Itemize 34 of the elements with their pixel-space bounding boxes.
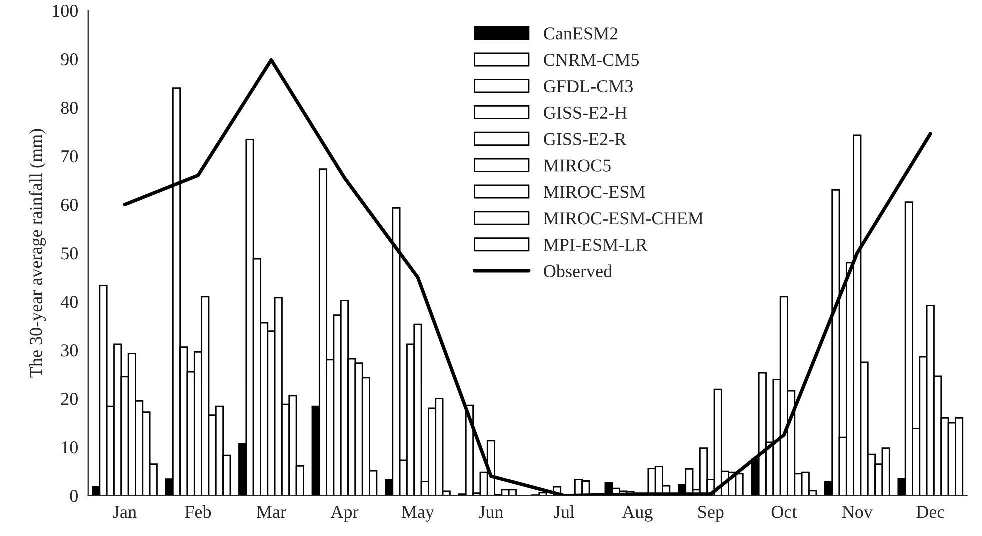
y-tick-label: 0 xyxy=(70,490,78,502)
y-tick-label: 60 xyxy=(61,199,78,212)
x-tick-label: Jun xyxy=(479,506,504,518)
x-tick-label: Oct xyxy=(772,506,798,518)
x-tick-label: Aug xyxy=(622,506,653,522)
legend-label: GISS-E2-R xyxy=(544,133,627,146)
y-tick-label: 10 xyxy=(62,442,78,454)
x-tick-label: Jul xyxy=(554,506,575,518)
x-tick-label: Dec xyxy=(916,506,945,518)
y-tick-label: 70 xyxy=(62,150,78,163)
y-tick-label: 40 xyxy=(60,296,78,308)
x-tick-label: Nov xyxy=(842,506,873,518)
x-tick-label: Mar xyxy=(256,506,286,518)
legend-label: GISS-E2-H xyxy=(544,106,628,120)
y-axis-title: The 30-year average rainfall (mm) xyxy=(29,129,46,378)
y-tick-label: 50 xyxy=(62,248,78,260)
legend-label: Observed xyxy=(544,264,612,278)
x-tick-label: May xyxy=(402,506,434,522)
legend-label: GFDL-CM3 xyxy=(544,80,633,93)
y-tick-label: 100 xyxy=(53,4,78,18)
legend-label: MIROC5 xyxy=(544,160,611,172)
legend-label: CNRM-CM5 xyxy=(544,54,640,66)
y-tick-label: 90 xyxy=(61,53,78,66)
legend-label: MIROC-ESM xyxy=(544,186,646,198)
y-tick-label: 80 xyxy=(61,102,78,114)
y-tick-label: 30 xyxy=(61,344,78,357)
x-tick-label: Feb xyxy=(185,506,212,518)
x-tick-label: Apr xyxy=(330,506,359,522)
y-tick-label: 20 xyxy=(61,393,78,406)
legend-label: MIROC-ESM-CHEM xyxy=(544,212,704,225)
x-tick-label: Jan xyxy=(113,506,137,518)
legend-label: CanESM2 xyxy=(544,28,618,40)
legend-label: MPI-ESM-LR xyxy=(544,238,648,252)
x-tick-label: Sep xyxy=(698,506,724,522)
